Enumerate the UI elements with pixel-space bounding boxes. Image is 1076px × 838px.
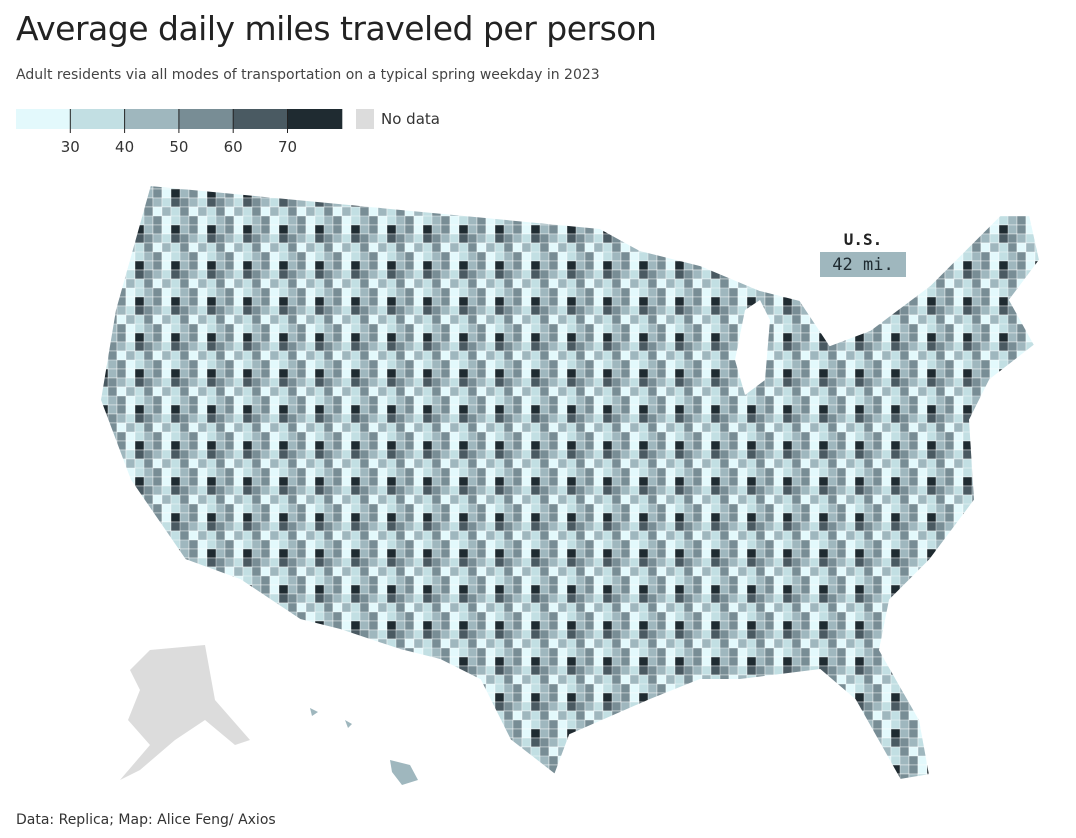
legend-swatch [70, 109, 126, 129]
legend-swatch [124, 109, 180, 129]
legend-swatch [287, 109, 343, 129]
legend-swatch [16, 109, 71, 129]
subtitle: Adult residents via all modes of transpo… [16, 67, 600, 83]
legend-swatch [233, 109, 288, 129]
us-map [98, 183, 1042, 782]
legend-tick-label: 30 [61, 138, 80, 156]
alaska [120, 645, 250, 780]
legend-tick-label: 50 [169, 138, 188, 156]
source: Data: Replica; Map: Alice Feng/ Axios [16, 812, 276, 828]
legend-swatch [178, 109, 234, 129]
no-data-swatch [356, 109, 374, 129]
annotation-box [820, 252, 906, 277]
legend-tick-label: 60 [224, 138, 243, 156]
legend-tick-label: 40 [115, 138, 134, 156]
annotation-label: U.S. [844, 230, 883, 249]
title: Average daily miles traveled per person [16, 9, 656, 48]
legend-tick-label: 70 [278, 138, 297, 156]
hawaii [310, 708, 418, 785]
lake-michigan [735, 300, 770, 395]
no-data-label: No data [381, 110, 440, 128]
legend: 30 40 50 60 70 No data [16, 109, 440, 156]
annotation-value: 42 mi. [832, 255, 893, 275]
